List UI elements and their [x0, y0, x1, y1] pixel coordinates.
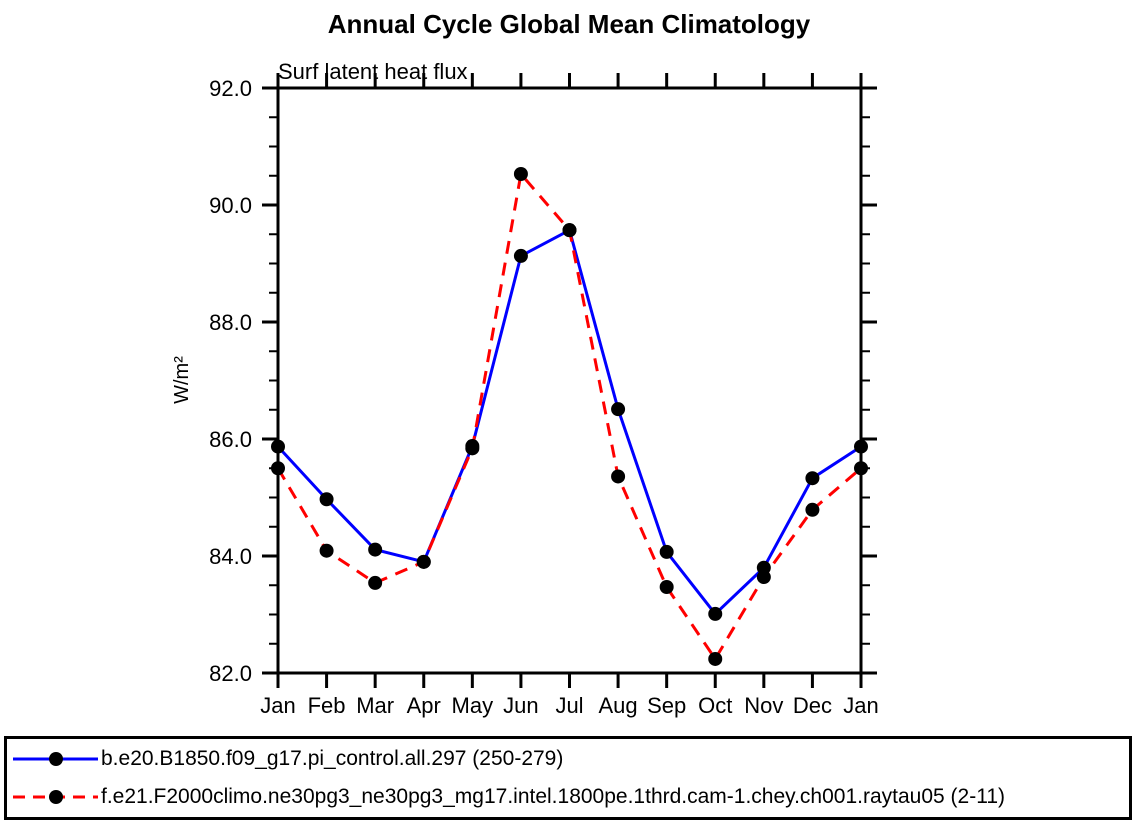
svg-text:Jan: Jan [843, 693, 878, 718]
svg-text:Oct: Oct [698, 693, 732, 718]
svg-text:Apr: Apr [407, 693, 441, 718]
legend-item: f.e21.F2000climo.ne30pg3_ne30pg3_mg17.in… [7, 779, 1129, 815]
axes: Jan Feb Mar Apr May Jun Jul Aug Sep Oct Nov Dec Jan 8… [209, 73, 879, 718]
svg-text:Jul: Jul [555, 693, 583, 718]
svg-text:Nov: Nov [744, 693, 783, 718]
svg-text:Dec: Dec [793, 693, 832, 718]
svg-text:90.0: 90.0 [209, 193, 252, 218]
svg-text:82.0: 82.0 [209, 661, 252, 686]
svg-text:Aug: Aug [599, 693, 638, 718]
legend-dashed-line-icon [13, 790, 98, 804]
chart-subtitle: Surf latent heat flux [278, 59, 468, 84]
svg-text:May: May [452, 693, 494, 718]
svg-text:86.0: 86.0 [209, 427, 252, 452]
legend-item: b.e20.B1850.f09_g17.pi_control.all.297 (… [7, 741, 1129, 777]
legend-label: f.e21.F2000climo.ne30pg3_ne30pg3_mg17.in… [101, 785, 1006, 808]
svg-text:Jan: Jan [260, 693, 295, 718]
legend-label: b.e20.B1850.f09_g17.pi_control.all.297 (… [101, 747, 564, 770]
legend: b.e20.B1850.f09_g17.pi_control.all.297 (… [4, 736, 1132, 820]
legend-solid-line-icon [13, 752, 98, 766]
svg-text:Feb: Feb [308, 693, 346, 718]
svg-text:Mar: Mar [356, 693, 394, 718]
data-series [271, 166, 868, 666]
y-axis-label: W/m² [171, 356, 193, 404]
svg-text:92.0: 92.0 [209, 76, 252, 101]
svg-text:88.0: 88.0 [209, 310, 252, 335]
svg-text:Sep: Sep [647, 693, 686, 718]
svg-text:Jun: Jun [503, 693, 538, 718]
climatology-chart: Annual Cycle Global Mean Climatology Sur… [171, 9, 879, 718]
chart-title: Annual Cycle Global Mean Climatology [328, 9, 811, 39]
svg-text:84.0: 84.0 [209, 544, 252, 569]
